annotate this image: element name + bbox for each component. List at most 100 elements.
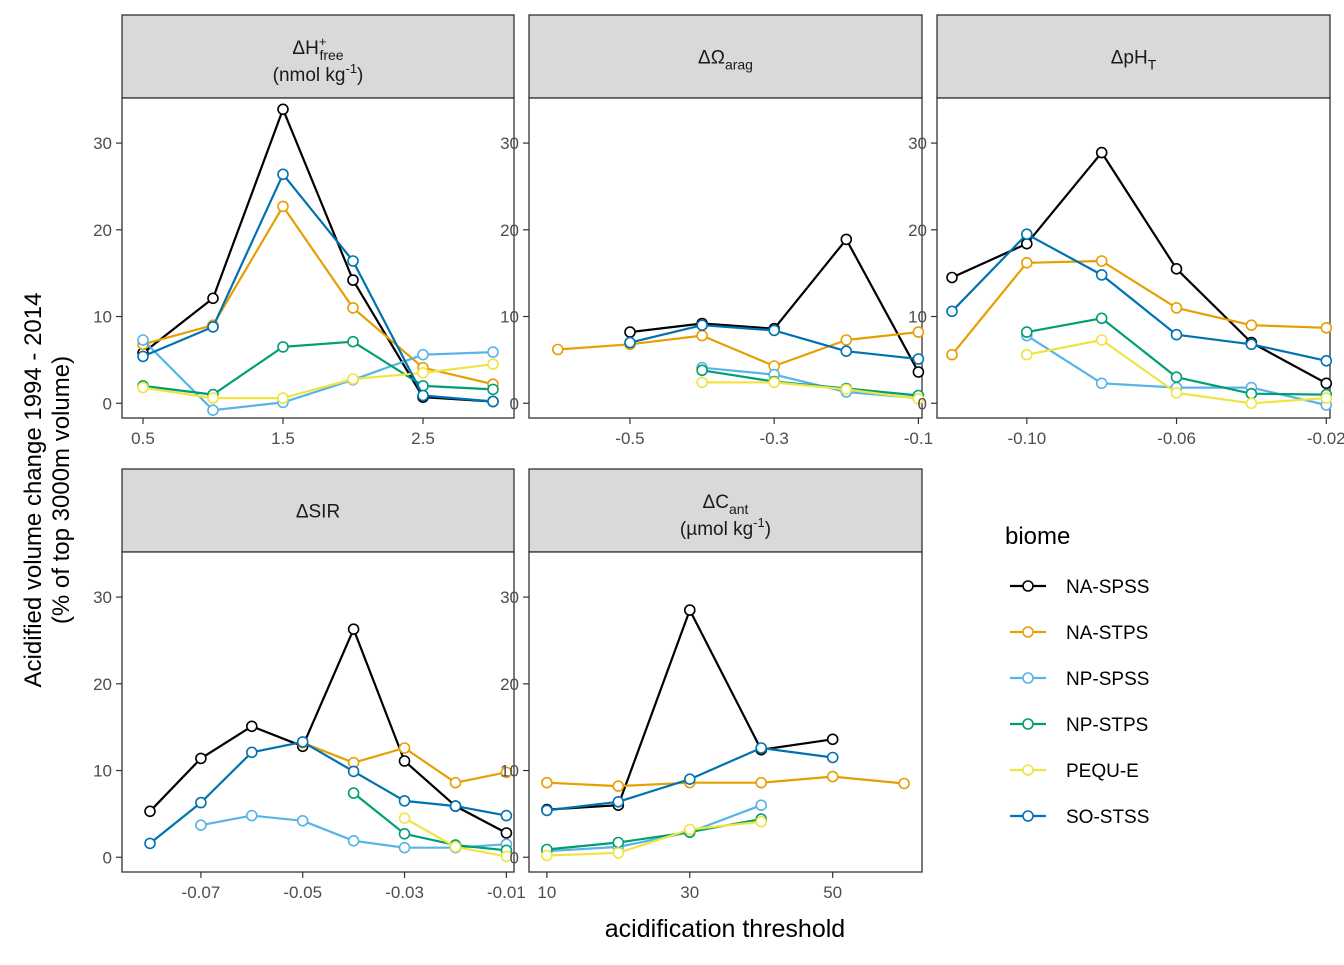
series-line bbox=[142, 340, 494, 396]
data-point bbox=[449, 841, 462, 853]
panel-units-close: ) bbox=[357, 65, 363, 86]
y-tick-label: 20 bbox=[908, 221, 927, 240]
data-point bbox=[696, 329, 708, 342]
data-point bbox=[840, 233, 853, 246]
x-tick-label: 0.5 bbox=[131, 429, 155, 448]
data-point bbox=[449, 800, 462, 812]
data-point bbox=[417, 348, 429, 361]
data-point bbox=[1095, 312, 1108, 325]
y-tick-label: 0 bbox=[510, 394, 519, 413]
panel-title-subscript: T bbox=[1148, 57, 1157, 73]
data-point bbox=[1170, 302, 1183, 314]
data-point bbox=[612, 780, 625, 792]
data-point bbox=[207, 321, 219, 333]
x-tick-label: 2.5 bbox=[411, 429, 435, 448]
series-line bbox=[546, 775, 905, 788]
series-NA-STPS bbox=[946, 255, 1333, 361]
data-point bbox=[195, 796, 207, 809]
data-point bbox=[755, 815, 768, 828]
y-tick-label: 10 bbox=[93, 308, 112, 327]
data-point bbox=[207, 292, 219, 305]
panel-title: ΔpHT bbox=[1111, 48, 1157, 73]
data-point bbox=[1095, 377, 1108, 390]
data-point bbox=[541, 849, 553, 862]
x-tick-label: -0.03 bbox=[385, 883, 424, 902]
x-tick-label: -0.06 bbox=[1157, 429, 1196, 448]
data-point bbox=[277, 103, 289, 116]
data-point bbox=[347, 787, 360, 799]
data-point bbox=[417, 389, 429, 402]
legend-label: NP-SPSS bbox=[1066, 669, 1149, 690]
data-point bbox=[277, 168, 289, 181]
series-SO-STSS bbox=[144, 736, 513, 850]
y-axis-title-line2: (% of top 3000m volume) bbox=[48, 356, 75, 624]
data-point bbox=[1320, 321, 1333, 334]
y-axis-title-line1: Acidified volume change 1994 - 2014 bbox=[20, 293, 47, 688]
panel-strip bbox=[936, 14, 1331, 99]
panel-units-superscript: -1 bbox=[345, 61, 357, 76]
legend-item-NA-STPS: NA-STPS bbox=[1010, 623, 1148, 644]
series-PEQU-E bbox=[1021, 334, 1333, 410]
x-tick-label: 30 bbox=[680, 883, 699, 902]
panel-title-subscript: free bbox=[319, 47, 343, 63]
x-tick-label: -0.05 bbox=[283, 883, 322, 902]
data-point bbox=[195, 752, 207, 765]
series-NA-STPS bbox=[541, 770, 910, 792]
legend: biome NA-SPSS NA-STPS NP-SPSS NP-STPS PEQU-E S… bbox=[1005, 523, 1149, 828]
x-tick-label: 1.5 bbox=[271, 429, 295, 448]
x-tick-label: -0.01 bbox=[487, 883, 526, 902]
data-point bbox=[500, 850, 513, 863]
data-point bbox=[551, 343, 564, 356]
panel-title-main: ΔH bbox=[292, 38, 318, 59]
y-tick-label: 10 bbox=[93, 762, 112, 781]
data-point bbox=[347, 765, 360, 778]
panel-title-subscript: arag bbox=[725, 57, 753, 73]
data-point bbox=[612, 795, 625, 808]
data-point bbox=[398, 795, 411, 807]
data-point bbox=[946, 305, 958, 318]
panel-title-subscript: ant bbox=[729, 501, 749, 517]
y-tick-label: 10 bbox=[500, 308, 519, 327]
series-PEQU-E bbox=[541, 815, 768, 862]
data-point bbox=[1320, 392, 1333, 404]
series-PEQU-E bbox=[398, 812, 513, 863]
panel-title: ΔΩarag bbox=[698, 48, 753, 73]
legend-title: biome bbox=[1005, 523, 1070, 550]
data-point bbox=[1021, 256, 1033, 269]
series-line bbox=[352, 792, 507, 852]
data-point bbox=[1170, 387, 1183, 399]
y-axis-title: Acidified volume change 1994 - 2014(% of… bbox=[20, 293, 75, 688]
data-point bbox=[826, 751, 839, 764]
data-point bbox=[1320, 377, 1333, 390]
panel-strip bbox=[528, 14, 923, 99]
data-point bbox=[246, 809, 258, 822]
data-point bbox=[912, 393, 925, 405]
y-tick-label: 0 bbox=[918, 394, 927, 413]
series-line bbox=[142, 363, 494, 400]
y-tick-label: 0 bbox=[510, 848, 519, 867]
panel-title-main: ΔSIR bbox=[296, 502, 340, 523]
y-tick-label: 30 bbox=[908, 134, 927, 153]
data-point bbox=[500, 809, 513, 822]
data-point bbox=[296, 814, 309, 827]
data-point bbox=[137, 334, 149, 346]
data-point bbox=[1095, 255, 1108, 267]
data-point bbox=[826, 770, 839, 783]
data-point bbox=[1021, 237, 1033, 250]
y-tick-label: 20 bbox=[500, 675, 519, 694]
x-tick-label: -0.5 bbox=[615, 429, 644, 448]
panel-title-units: (µmol kg-1) bbox=[680, 515, 771, 540]
series-SO-STSS bbox=[541, 742, 839, 817]
y-tick-label: 30 bbox=[500, 134, 519, 153]
data-point bbox=[347, 255, 359, 267]
y-tick-label: 20 bbox=[93, 675, 112, 694]
data-point bbox=[1021, 348, 1033, 361]
data-point bbox=[840, 334, 853, 346]
panel-units-close: ) bbox=[765, 519, 771, 540]
data-point bbox=[246, 720, 258, 733]
y-tick-label: 10 bbox=[500, 762, 519, 781]
legend-label: SO-STSS bbox=[1066, 807, 1149, 828]
y-tick-label: 10 bbox=[908, 308, 927, 327]
